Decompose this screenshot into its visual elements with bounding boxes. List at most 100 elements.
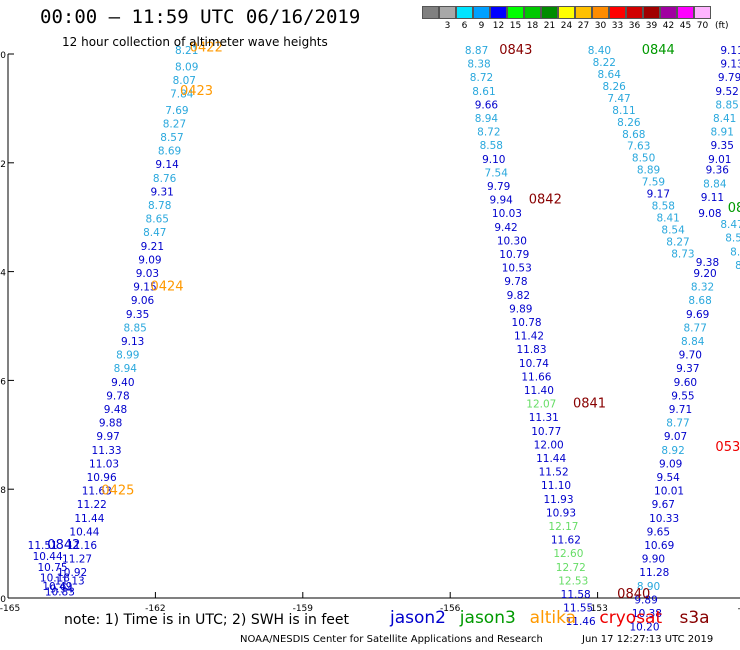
colorbar-label: 21	[543, 21, 556, 31]
map-frame	[7, 54, 740, 599]
colorbar-swatch	[422, 6, 439, 19]
swh-value: 11.42	[514, 331, 544, 343]
swh-value: 9.13	[121, 336, 144, 348]
swh-value: 9.14	[155, 159, 179, 171]
swh-value: 9.54	[656, 472, 680, 484]
colorbar-label: 6	[461, 21, 468, 31]
swh-value: 9.38	[696, 257, 719, 269]
swh-value: 8.11	[612, 105, 635, 117]
swh-value: 7.69	[165, 105, 188, 117]
swh-value: 8.68	[622, 129, 645, 141]
altimeter-tracks: 8.218.098.077.847.698.278.578.699.148.76…	[28, 45, 740, 634]
y-tick-label: -32	[0, 160, 6, 170]
y-tick-label: -34	[0, 269, 6, 279]
colorbar-swatch	[626, 6, 643, 19]
swh-value: 10.01	[654, 486, 684, 498]
legend-note: note: 1) Time is in UTC; 2) SWH is in fe…	[64, 612, 350, 628]
swh-value: 9.01	[708, 154, 731, 166]
swh-value: 9.89	[634, 594, 657, 606]
colorbar-label: 45	[679, 21, 692, 31]
time-label: 0840	[617, 587, 650, 602]
swh-value: 9.79	[487, 181, 510, 193]
swh-value: 9.11	[720, 45, 740, 57]
swh-value: 8.78	[148, 200, 171, 212]
colorbar-swatch	[473, 6, 490, 19]
swh-value: 8.77	[666, 418, 689, 430]
y-tick-label: -38	[0, 486, 6, 496]
swh-value: 8.92	[661, 445, 684, 457]
header-title: 00:00 — 11:59 UTC 06/16/2019	[40, 6, 361, 28]
colorbar-swatch	[694, 6, 711, 19]
swh-value: 11.58	[561, 589, 591, 601]
swh-value: 8.47	[720, 219, 740, 231]
swh-value: 9.78	[106, 390, 129, 402]
swh-value: 9.71	[669, 404, 692, 416]
colorbar-unit: (ft)	[715, 21, 729, 31]
swh-value: 8.22	[593, 57, 616, 69]
time-labels: 0422 0423 0424 0425 0842 0843 0842 0841 0840 0844…	[47, 40, 740, 602]
colorbar-label: 27	[577, 21, 590, 31]
swh-value: 7.59	[642, 177, 665, 189]
colorbar-swatch	[677, 6, 694, 19]
legend-altika: altika	[529, 608, 577, 628]
y-tick-label: -40	[0, 595, 6, 605]
swh-value: 8.69	[158, 146, 181, 158]
x-tick-label: -156	[440, 604, 461, 614]
swh-value: 10.53	[502, 263, 532, 275]
swh-value: 12.00	[534, 439, 564, 451]
swh-value: 12.53	[558, 575, 588, 587]
swh-value: 10.77	[531, 426, 561, 438]
color-scale-bar: 3 6 9 12 15 18 21 24 27 30 33 36 39 42 45 70 (ft)	[422, 6, 740, 36]
swh-value: 9.82	[507, 290, 530, 302]
swh-value: 9.35	[126, 309, 149, 321]
swh-value: 8.68	[688, 295, 711, 307]
swh-value: 9.37	[676, 363, 699, 375]
swh-value: 11.51	[28, 540, 58, 552]
swh-value: 8.64	[598, 69, 622, 81]
swh-value: 8.91	[711, 127, 734, 139]
x-tick-label: -165	[0, 604, 20, 614]
colorbar-swatch	[592, 6, 609, 19]
swh-value: 9.69	[686, 309, 709, 321]
swh-value: 8.27	[666, 236, 689, 248]
colorbar-swatch	[660, 6, 677, 19]
swh-value: 8.90	[637, 581, 660, 593]
swh-value: 12.07	[526, 399, 556, 411]
swh-value: 9.03	[136, 268, 159, 280]
swh-value: 8.65	[146, 214, 169, 226]
colorbar-swatch	[609, 6, 626, 19]
time-label: 0842	[47, 538, 80, 553]
swh-value: 10.44	[69, 526, 99, 538]
swh-value: 11.13	[55, 575, 85, 587]
swh-value: 11.40	[524, 385, 554, 397]
swh-value: 10.74	[519, 358, 549, 370]
swh-value: 9.79	[718, 72, 740, 84]
swh-value: 9.90	[642, 554, 665, 566]
colorbar-swatch	[541, 6, 558, 19]
swh-value: 9.60	[674, 377, 697, 389]
swh-value: 7.47	[607, 93, 630, 105]
time-label: 0423	[180, 84, 213, 99]
x-tick-label: -15	[738, 604, 740, 614]
swh-value: 11.55	[563, 603, 593, 615]
swh-value: 8.56	[725, 233, 740, 245]
swh-value: 9.21	[141, 241, 164, 253]
y-tick-label: -30	[0, 51, 6, 61]
colorbar-label: 42	[662, 21, 675, 31]
swh-value: 10.75	[37, 562, 67, 574]
swh-value: 11.31	[529, 412, 559, 424]
swh-value: 9.67	[652, 499, 675, 511]
swh-value: 8.26	[617, 117, 641, 129]
legend-jason2: jason2	[390, 608, 446, 628]
swh-value: 9.97	[96, 431, 119, 443]
swh-value: 8.85	[715, 99, 738, 111]
swh-value: 10.03	[492, 208, 522, 220]
swh-value: 11.44	[536, 453, 566, 465]
swh-value: 10.30	[497, 235, 527, 247]
swh-value: 9.40	[111, 377, 134, 389]
swh-value: 11.10	[541, 480, 571, 492]
colorbar-label: 36	[628, 21, 641, 31]
axis-ticks: -30 -32 -34 -36 -38 -40-165 -162 -159 -156 -153 -1…	[0, 51, 740, 614]
